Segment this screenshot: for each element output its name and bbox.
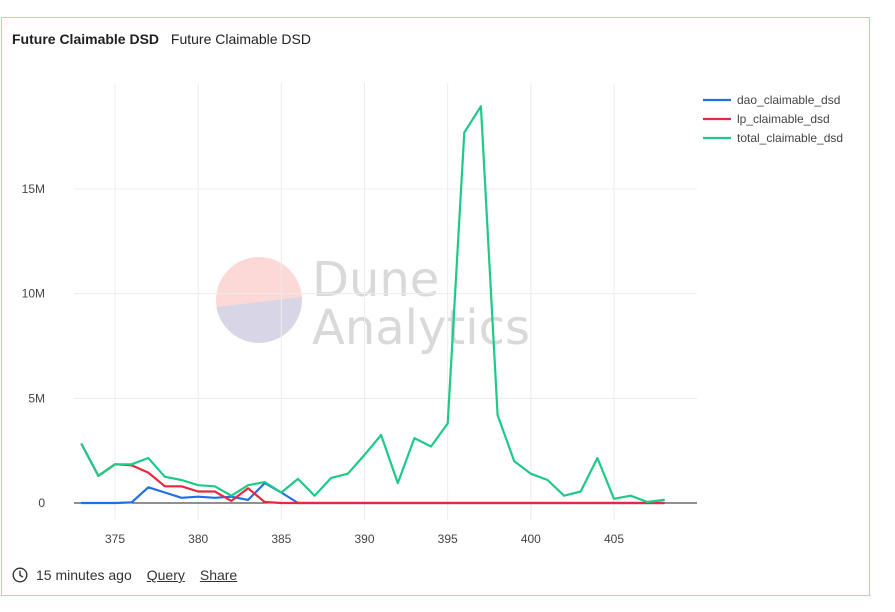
watermark-line2: Analytics	[312, 300, 530, 356]
chart-header: Future Claimable DSD Future Claimable DS…	[12, 31, 311, 47]
y-tick-label: 5M	[28, 391, 45, 405]
query-link[interactable]: Query	[146, 567, 185, 583]
x-tick-label: 375	[105, 532, 125, 546]
visualization-title: Future Claimable DSD	[170, 31, 311, 47]
query-name[interactable]: Future Claimable DSD	[12, 31, 160, 47]
legend-label-dao_claimable_dsd[interactable]: dao_claimable_dsd	[737, 93, 840, 107]
axes: 375 380 385 390 395 400 405 0 5M 10M 15M	[22, 182, 625, 546]
x-tick-label: 395	[438, 532, 458, 546]
watermark-logo-shade	[216, 297, 302, 343]
x-tick-label: 385	[271, 532, 291, 546]
legend: dao_claimable_dsd lp_claimable_dsd total_c…	[703, 93, 843, 145]
watermark-line1: Dune	[312, 252, 439, 308]
series-lines	[80, 105, 666, 505]
y-tick-label: 10M	[22, 287, 45, 301]
y-tick-label: 15M	[22, 182, 45, 196]
updated-timestamp: 15 minutes ago	[36, 567, 132, 583]
chart-footer: 15 minutes ago Query Share	[12, 567, 237, 583]
series-line-lp_claimable_dsd[interactable]	[80, 443, 666, 505]
legend-label-lp_claimable_dsd[interactable]: lp_claimable_dsd	[737, 112, 830, 126]
x-tick-label: 405	[604, 532, 624, 546]
x-tick-label: 400	[521, 532, 541, 546]
x-tick-label: 390	[354, 532, 374, 546]
legend-label-total_claimable_dsd[interactable]: total_claimable_dsd	[737, 131, 843, 145]
chart-card: Future Claimable DSD Future Claimable DS…	[1, 17, 870, 596]
x-tick-label: 380	[188, 532, 208, 546]
share-link[interactable]: Share	[199, 567, 238, 583]
series-line-total_claimable_dsd[interactable]	[80, 105, 666, 504]
clock-icon	[12, 567, 28, 583]
dune-analytics-watermark: Dune Analytics	[216, 252, 530, 356]
y-tick-label: 0	[38, 496, 45, 510]
